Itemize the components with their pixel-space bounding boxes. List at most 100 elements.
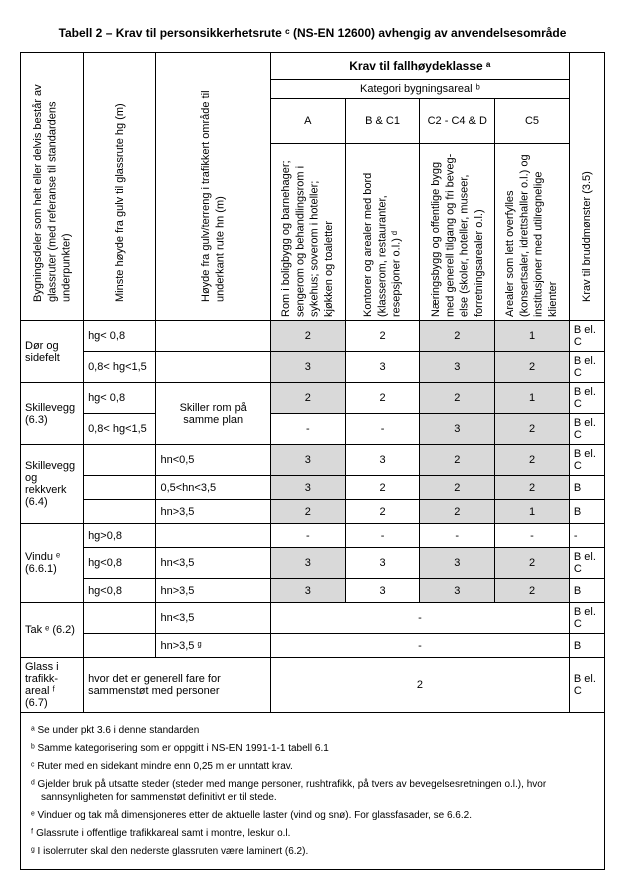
cell: B <box>569 476 604 500</box>
cell: 2 <box>495 445 570 476</box>
cell: 2 <box>270 658 569 713</box>
footnote-a: ᵃ Se under pkt 3.6 i denne standarden <box>31 724 594 737</box>
cell: - <box>270 524 345 548</box>
cell: 0,8< hg<1,5 <box>84 414 156 445</box>
cell: 1 <box>495 321 570 352</box>
cell: hg>0,8 <box>84 524 156 548</box>
cell: - <box>569 524 604 548</box>
cell: 3 <box>345 579 420 603</box>
cell: hn>3,5 ᵍ <box>156 634 270 658</box>
cell: - <box>345 414 420 445</box>
cell: B el. C <box>569 658 604 713</box>
footnote-f: ᶠ Glassrute i offentlige trafikkareal sa… <box>31 827 594 840</box>
cell: 2 <box>345 321 420 352</box>
cell: - <box>420 524 495 548</box>
desc-BC1: Kontorer og arealer med bord (klasserom,… <box>361 147 404 317</box>
cell: 3 <box>345 352 420 383</box>
cell: 3 <box>420 548 495 579</box>
cell: hg<0,8 <box>84 579 156 603</box>
row-skillevegg63-label: Skillevegg (6.3) <box>21 383 84 445</box>
cell: B el. C <box>569 321 604 352</box>
cell: 2 <box>270 321 345 352</box>
cell: 2 <box>495 579 570 603</box>
cell: 2 <box>345 500 420 524</box>
footnote-g: ᵍ I isolerruter skal den nederste glassr… <box>31 845 594 858</box>
standards-table: Bygningsdeler som helt eller delvis best… <box>20 52 605 713</box>
cell <box>84 476 156 500</box>
desc-A: Rom i boligbygg og barnehager; sengerom … <box>279 147 336 317</box>
cell: 2 <box>495 352 570 383</box>
col-header-elements: Bygningsdeler som helt eller delvis best… <box>31 72 74 302</box>
cell: B el. C <box>569 352 604 383</box>
cell: B <box>569 579 604 603</box>
cell: 3 <box>345 445 420 476</box>
footnote-e: ᵉ Vinduer og tak må dimensjoneres etter … <box>31 809 594 822</box>
cell: hn<0,5 <box>156 445 270 476</box>
cell: 2 <box>270 500 345 524</box>
cell: B el. C <box>569 414 604 445</box>
row-dor-label: Dør og sidefelt <box>21 321 84 383</box>
table-title: Tabell 2 – Krav til personsikkerhetsrute… <box>20 26 605 40</box>
cell <box>84 603 156 634</box>
cell: 2 <box>420 445 495 476</box>
row-tak-label: Tak ᵉ (6.2) <box>21 603 84 658</box>
cell: 1 <box>495 500 570 524</box>
row-skillevegg64-label: Skillevegg og rekkverk (6.4) <box>21 445 84 524</box>
cell <box>156 524 270 548</box>
cell: - <box>270 634 569 658</box>
cat-C2C4D: C2 - C4 & D <box>420 99 495 144</box>
cell: 3 <box>420 414 495 445</box>
cell: hn>3,5 <box>156 579 270 603</box>
footnote-d: ᵈ Gjelder bruk på utsatte steder (steder… <box>31 778 594 804</box>
cell-glass-note: hvor det er generell fare for sammenstøt… <box>84 658 271 713</box>
row-glass-label: Glass i trafikk-areal ᶠ (6.7) <box>21 658 84 713</box>
desc-C5: Arealer som lett overfylles (konsertsale… <box>503 147 560 317</box>
header-fallhoyde: Krav til fallhøydeklasse ᵃ <box>270 53 569 80</box>
cell: hn>3,5 <box>156 500 270 524</box>
desc-C2C4D: Næringsbygg og offentlige bygg med gener… <box>429 147 486 317</box>
cell: 3 <box>420 352 495 383</box>
cell: - <box>270 414 345 445</box>
cell: 2 <box>495 414 570 445</box>
cell: 3 <box>270 548 345 579</box>
header-kategori: Kategori bygningsareal ᵇ <box>270 80 569 99</box>
cell: hn<3,5 <box>156 548 270 579</box>
cell: B <box>569 634 604 658</box>
cell: 2 <box>345 383 420 414</box>
cell: - <box>495 524 570 548</box>
cell: 2 <box>420 500 495 524</box>
cell <box>84 445 156 476</box>
cell: 0,8< hg<1,5 <box>84 352 156 383</box>
cat-A: A <box>270 99 345 144</box>
cell: 2 <box>495 548 570 579</box>
cell <box>84 634 156 658</box>
footnotes-block: ᵃ Se under pkt 3.6 i denne standarden ᵇ … <box>20 713 605 870</box>
cell: 2 <box>345 476 420 500</box>
cell <box>84 500 156 524</box>
cell: 2 <box>270 383 345 414</box>
cell: 3 <box>345 548 420 579</box>
cell: 3 <box>270 445 345 476</box>
cell: hg< 0,8 <box>84 321 156 352</box>
col-header-bruddmonster: Krav til bruddmønster (3.5) <box>580 72 594 302</box>
cell: 3 <box>270 352 345 383</box>
cell: 3 <box>420 579 495 603</box>
cell: hg< 0,8 <box>84 383 156 414</box>
cell: Skiller rom på samme plan <box>156 383 270 445</box>
cell: 1 <box>495 383 570 414</box>
cell: 0,5<hn<3,5 <box>156 476 270 500</box>
col-header-hn: Høyde fra gulv/terreng i trafikkert områ… <box>199 72 228 302</box>
cell: - <box>270 603 569 634</box>
cell: - <box>345 524 420 548</box>
cell: B el. C <box>569 445 604 476</box>
cell: 3 <box>270 476 345 500</box>
cell <box>156 352 270 383</box>
cell: 2 <box>495 476 570 500</box>
cell: 2 <box>420 476 495 500</box>
cell: 3 <box>270 579 345 603</box>
footnote-c: ᶜ Ruter med en sidekant mindre enn 0,25 … <box>31 760 594 773</box>
footnote-b: ᵇ Samme kategorisering som er oppgitt i … <box>31 742 594 755</box>
cell: hn<3,5 <box>156 603 270 634</box>
cell <box>156 321 270 352</box>
cell: B el. C <box>569 548 604 579</box>
